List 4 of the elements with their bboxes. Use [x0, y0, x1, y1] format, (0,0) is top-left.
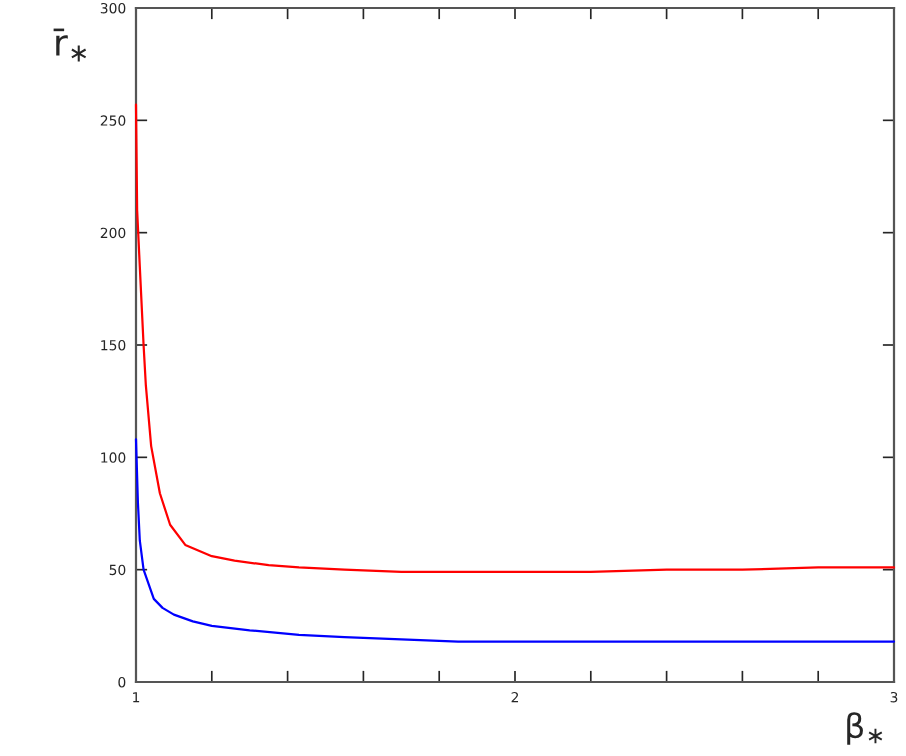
x-axis-title: β$_{∗}$	[847, 712, 883, 745]
y-axis-title: r̄$_{∗}$	[53, 28, 87, 62]
line-series	[134, 103, 896, 574]
line-series	[134, 438, 896, 643]
